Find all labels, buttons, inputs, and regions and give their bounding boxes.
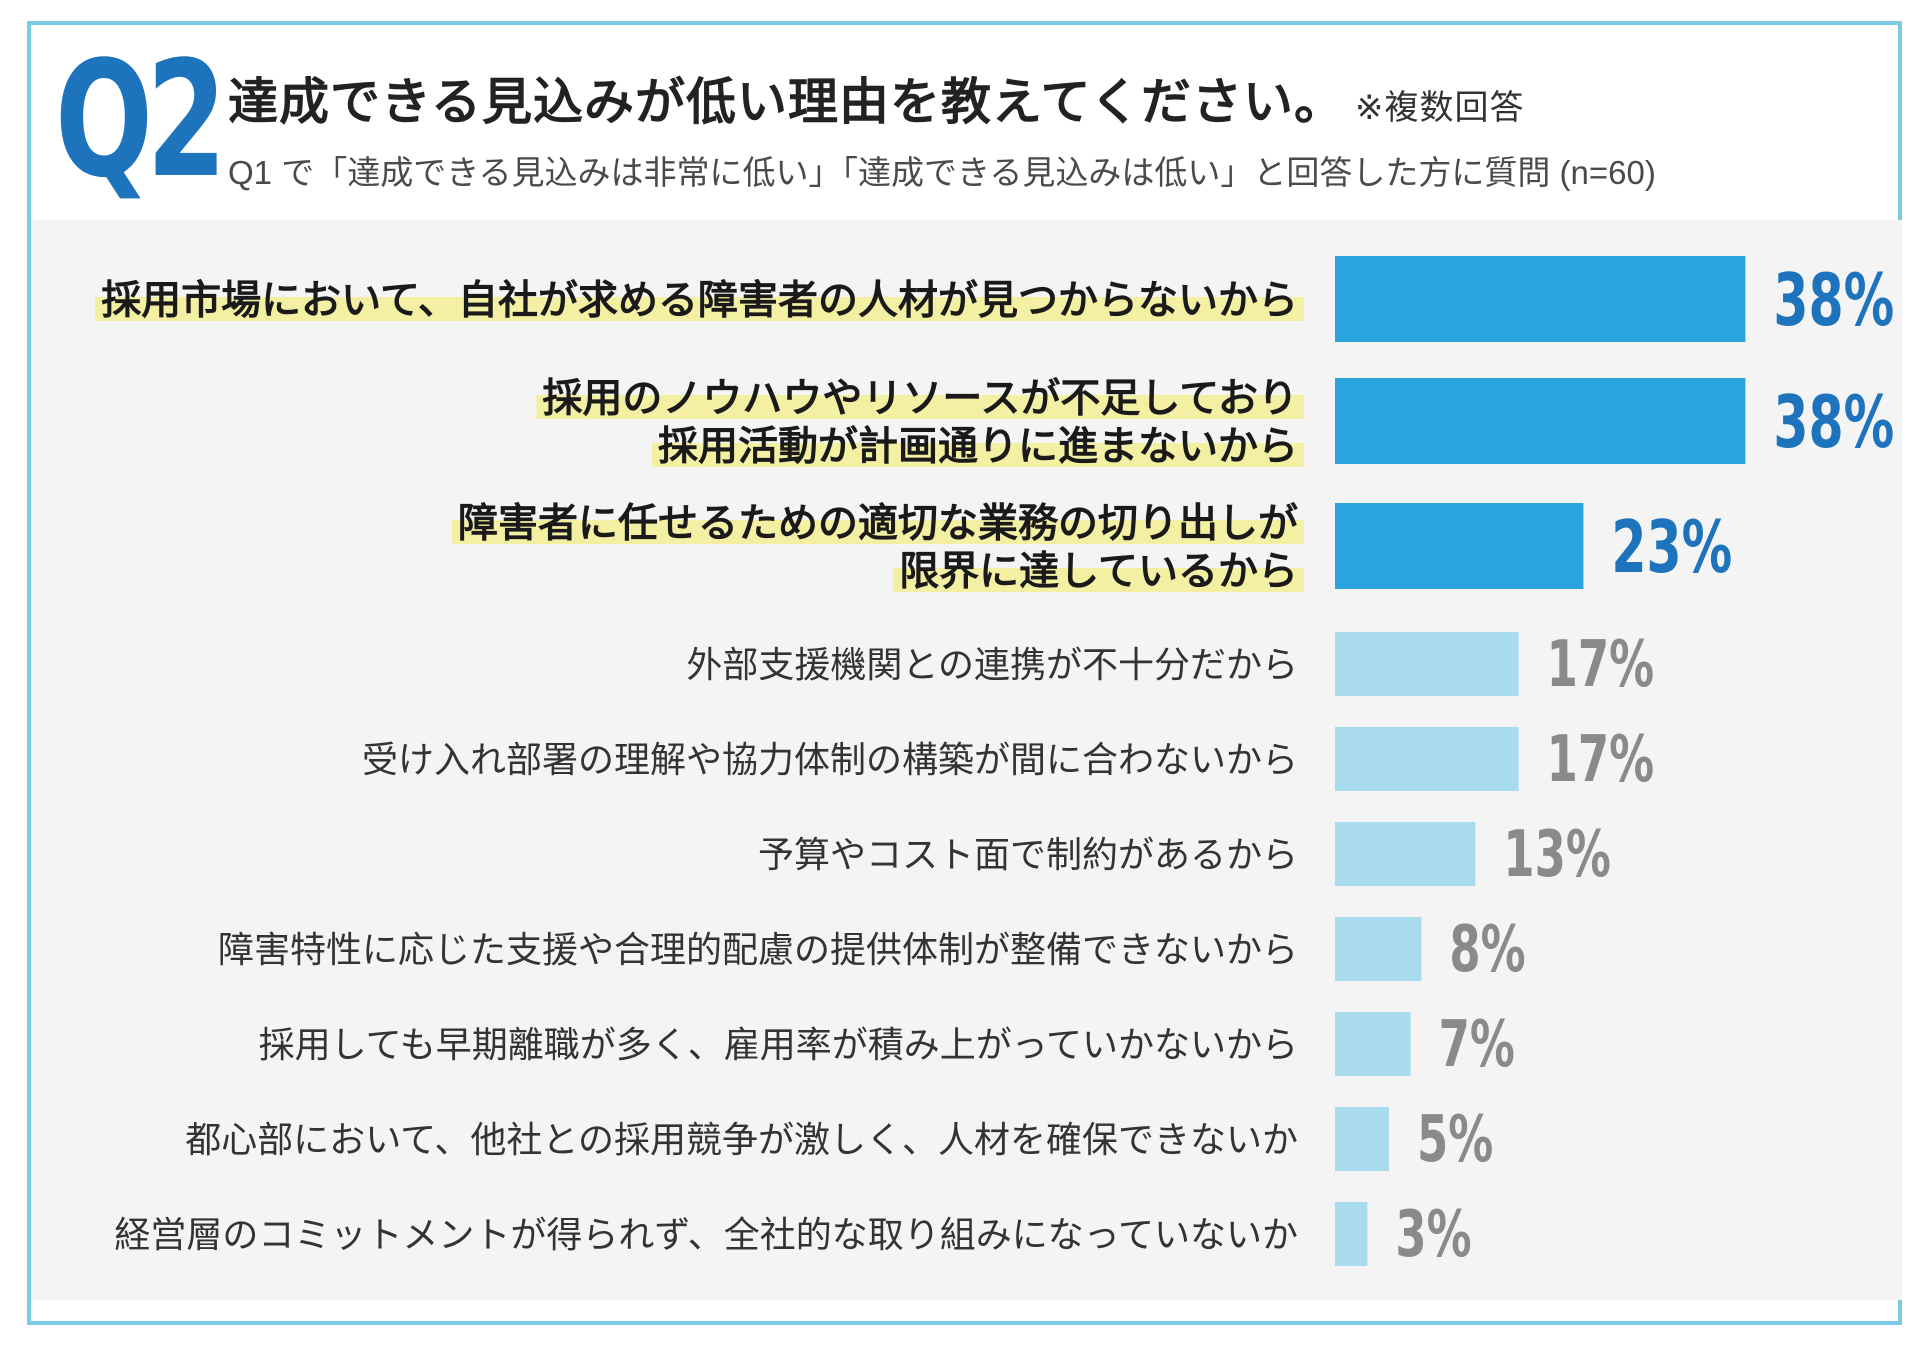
- category-label-3-line-2: 限界に達しているから: [899, 548, 1298, 594]
- label-highlight-2-2: [652, 443, 1304, 467]
- category-label-10: 経営層のコミットメントが得られず、全社的な取り組みになっていないか: [114, 1215, 1298, 1256]
- category-label-7: 障害特性に応じた支援や合理的配慮の提供体制が整備できないから: [218, 930, 1298, 971]
- bar-8: [1335, 1012, 1411, 1076]
- multiple-answer-note: ※複数回答: [1355, 89, 1525, 127]
- category-label-9: 都心部において、他社との採用競争が激しく、人材を確保できないか: [185, 1120, 1298, 1161]
- label-highlight-3-2: [893, 568, 1304, 592]
- chart-title: 達成できる見込みが低い理由を教えてください。 ※複数回答: [228, 62, 1525, 134]
- value-label-2: 38%: [1773, 381, 1894, 465]
- value-label-4: 17%: [1547, 627, 1654, 702]
- category-label-1: 採用市場において、自社が求める障害者の人材が見つからないから: [101, 277, 1298, 323]
- bar-7: [1335, 917, 1422, 981]
- bar-10: [1335, 1202, 1368, 1266]
- value-label-6: 13%: [1503, 817, 1610, 892]
- bar-1: [1335, 256, 1746, 342]
- category-label-2-line-1: 採用のノウハウやリソースが不足しており: [542, 375, 1298, 421]
- chart-subtitle: Q1 で「達成できる見込みは非常に低い」「達成できる見込みは低い」と回答した方に…: [228, 154, 1656, 191]
- value-label-7: 8%: [1449, 912, 1525, 987]
- value-label-10: 3%: [1395, 1197, 1471, 1272]
- category-label-6: 予算やコスト面で制約があるから: [758, 835, 1298, 876]
- category-label-5: 受け入れ部署の理解や協力体制の構築が間に合わないから: [362, 740, 1298, 781]
- value-label-3: 23%: [1611, 506, 1732, 590]
- bar-6: [1335, 822, 1476, 886]
- category-label-8: 採用しても早期離職が多く、雇用率が積み上がっていかないから: [259, 1025, 1298, 1066]
- value-label-5: 17%: [1547, 722, 1654, 797]
- bar-3: [1335, 503, 1584, 589]
- bar-4: [1335, 632, 1519, 696]
- label-highlight-1-1: [95, 297, 1304, 321]
- category-label-4: 外部支援機関との連携が不十分だから: [686, 645, 1298, 686]
- category-label-2-line-2: 採用活動が計画通りに進まないから: [658, 423, 1298, 469]
- bar-2: [1335, 378, 1746, 464]
- bar-9: [1335, 1107, 1389, 1171]
- label-highlight-2-1: [536, 395, 1304, 419]
- value-label-8: 7%: [1439, 1007, 1515, 1082]
- value-label-1: 38%: [1773, 259, 1894, 343]
- bar-5: [1335, 727, 1519, 791]
- label-highlight-3-1: [452, 520, 1304, 544]
- value-label-9: 5%: [1417, 1102, 1493, 1177]
- category-label-3-line-1: 障害者に任せるための適切な業務の切り出しが: [458, 500, 1298, 546]
- chart-title-text: 達成できる見込みが低い理由を教えてください。: [228, 74, 1345, 130]
